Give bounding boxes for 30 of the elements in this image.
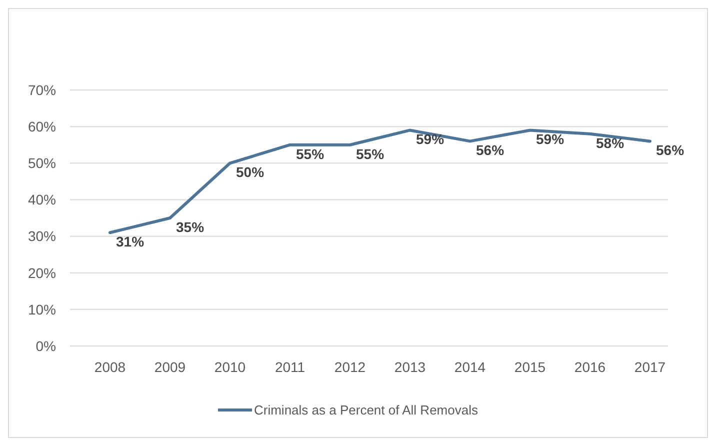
- x-tick-label: 2017: [634, 359, 666, 375]
- y-tick-label: 70%: [28, 82, 56, 98]
- data-label: 31%: [116, 234, 145, 250]
- x-tick-label: 2016: [574, 359, 606, 375]
- x-tick-label: 2014: [454, 359, 486, 375]
- x-tick-label: 2015: [514, 359, 546, 375]
- data-label: 59%: [536, 131, 565, 148]
- y-tick-label: 40%: [28, 192, 56, 208]
- data-label: 55%: [296, 146, 325, 162]
- data-label: 50%: [236, 164, 265, 180]
- x-tick-label: 2011: [274, 359, 306, 375]
- y-tick-label: 20%: [28, 264, 56, 281]
- line-series: [108, 128, 652, 234]
- y-tick-label: 50%: [28, 155, 56, 172]
- data-label: 55%: [356, 146, 385, 162]
- x-tick-label: 2008: [94, 359, 126, 375]
- x-tick-label: 2010: [214, 359, 246, 375]
- legend-label: Criminals as a Percent of All Removals: [254, 402, 478, 418]
- y-tick-label: 10%: [28, 301, 56, 318]
- data-label: 56%: [476, 142, 505, 158]
- data-label: 35%: [176, 219, 205, 235]
- y-tick-label: 30%: [28, 228, 56, 244]
- data-label: 59%: [416, 131, 445, 148]
- data-label: 56%: [656, 142, 685, 158]
- x-tick-label: 2013: [394, 359, 426, 375]
- y-tick-label: 60%: [28, 118, 56, 134]
- data-label: 58%: [596, 134, 625, 151]
- x-tick-label: 2012: [334, 359, 366, 375]
- y-tick-label: 0%: [36, 338, 56, 354]
- x-tick-label: 2009: [154, 359, 186, 375]
